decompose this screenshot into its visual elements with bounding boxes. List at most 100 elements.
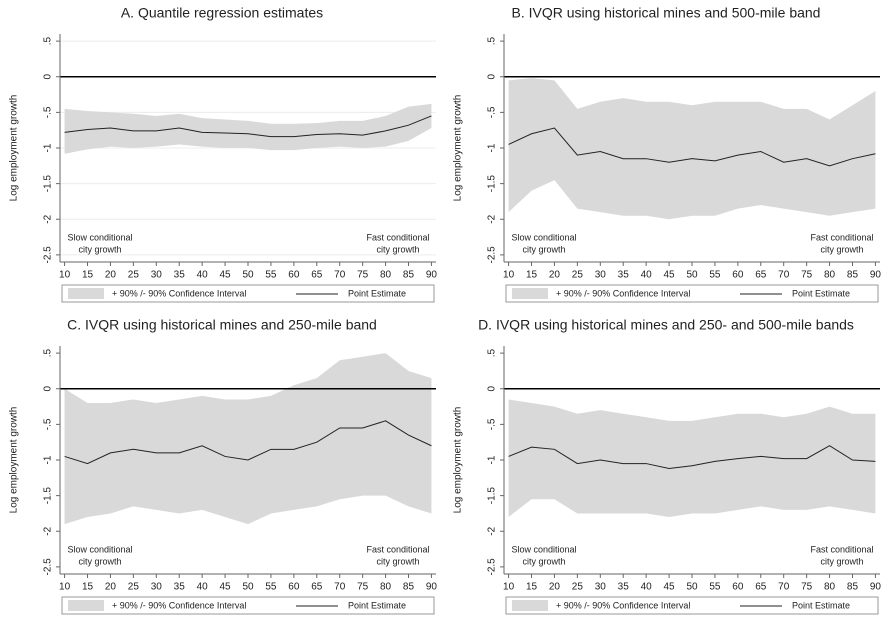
- panel: D. IVQR using historical mines and 250- …: [453, 317, 882, 615]
- x-tick-label: 15: [526, 582, 538, 593]
- x-tick-label: 10: [503, 582, 515, 593]
- x-tick-label: 45: [664, 270, 676, 281]
- x-tick-label: 60: [732, 582, 744, 593]
- confidence-band: [508, 78, 876, 220]
- y-tick-label: -2.5: [43, 246, 54, 264]
- x-tick-label: 55: [709, 582, 721, 593]
- x-tick-label: 40: [197, 582, 209, 593]
- legend-swatch: [512, 600, 548, 611]
- legend-label: + 90% /- 90% Confidence Interval: [112, 600, 246, 610]
- estimate-line: [508, 127, 876, 167]
- x-tick-label: 45: [664, 582, 676, 593]
- x-tick-label: 80: [824, 582, 836, 593]
- annotation: Slow conditional: [67, 232, 132, 242]
- y-tick-label: -2.5: [487, 246, 498, 264]
- x-tick-label: 85: [403, 270, 415, 281]
- x-tick-label: 60: [288, 582, 300, 593]
- annotation: Slow conditional: [511, 232, 576, 242]
- y-tick-label: -1: [43, 455, 54, 464]
- annotation: Fast conditional: [810, 232, 873, 242]
- x-tick-label: 20: [105, 270, 117, 281]
- legend-box: [505, 284, 879, 303]
- panel: A. Quantile regression estimates Log empl…: [9, 5, 438, 303]
- legend-label: Point Estimate: [348, 288, 406, 298]
- annotation: city growth: [522, 244, 565, 254]
- annotation: city growth: [522, 556, 565, 566]
- panel-title: A. Quantile regression estimates: [121, 5, 323, 21]
- x-tick-label: 30: [595, 582, 607, 593]
- x-tick-label: 90: [426, 270, 438, 281]
- y-tick-label: -1: [43, 143, 54, 152]
- legend-label: Point Estimate: [792, 600, 850, 610]
- annotation: Slow conditional: [511, 544, 576, 554]
- x-tick-label: 65: [755, 270, 767, 281]
- annotation: Slow conditional: [67, 544, 132, 554]
- legend-label: Point Estimate: [792, 288, 850, 298]
- x-tick-label: 70: [778, 270, 790, 281]
- panel: C. IVQR using historical mines and 250-m…: [9, 317, 438, 615]
- y-tick-label: -.5: [487, 106, 498, 118]
- x-tick-label: 10: [59, 270, 71, 281]
- x-tick-label: 25: [128, 270, 140, 281]
- x-tick-label: 30: [595, 270, 607, 281]
- x-tick-label: 50: [686, 270, 698, 281]
- annotation: city growth: [376, 556, 419, 566]
- x-tick-label: 75: [357, 582, 369, 593]
- x-tick-label: 10: [503, 270, 515, 281]
- x-tick-label: 70: [334, 270, 346, 281]
- x-tick-label: 65: [311, 270, 323, 281]
- x-tick-label: 90: [870, 270, 882, 281]
- y-axis-label: Log employment growth: [453, 95, 464, 202]
- legend-swatch: [68, 288, 104, 299]
- y-tick-label: -.5: [487, 418, 498, 430]
- annotation: Fast conditional: [366, 232, 429, 242]
- x-tick-label: 45: [220, 270, 232, 281]
- confidence-band: [64, 103, 432, 154]
- annotation: city growth: [820, 556, 863, 566]
- y-axis-label: Log employment growth: [9, 407, 20, 514]
- y-tick-label: -1.5: [43, 175, 54, 193]
- x-tick-label: 30: [151, 270, 163, 281]
- y-tick-label: -2: [43, 526, 54, 535]
- legend-box: [61, 596, 435, 615]
- x-tick-label: 85: [847, 270, 859, 281]
- estimate-line: [64, 420, 432, 465]
- annotation: Fast conditional: [366, 544, 429, 554]
- x-tick-label: 40: [641, 582, 653, 593]
- x-tick-label: 65: [311, 582, 323, 593]
- y-tick-label: .5: [487, 37, 498, 46]
- x-tick-label: 85: [403, 582, 415, 593]
- x-tick-label: 35: [174, 270, 186, 281]
- x-tick-label: 25: [572, 582, 584, 593]
- y-tick-label: -.5: [43, 418, 54, 430]
- panel-title: C. IVQR using historical mines and 250-m…: [67, 317, 377, 333]
- x-tick-label: 35: [618, 270, 630, 281]
- x-tick-label: 75: [801, 582, 813, 593]
- y-tick-label: .5: [43, 37, 54, 46]
- y-tick-label: -2: [487, 526, 498, 535]
- x-tick-label: 65: [755, 582, 767, 593]
- x-tick-label: 55: [265, 270, 277, 281]
- legend-swatch: [68, 600, 104, 611]
- y-axis-label: Log employment growth: [9, 95, 20, 202]
- x-tick-label: 25: [128, 582, 140, 593]
- y-tick-label: .5: [43, 349, 54, 358]
- legend-label: Point Estimate: [348, 600, 406, 610]
- x-tick-label: 50: [686, 582, 698, 593]
- y-tick-label: -2: [43, 214, 54, 223]
- y-axis-label: Log employment growth: [453, 407, 464, 514]
- x-tick-label: 55: [709, 270, 721, 281]
- x-tick-label: 90: [870, 582, 882, 593]
- x-tick-label: 50: [242, 582, 254, 593]
- legend-box: [505, 596, 879, 615]
- x-tick-label: 55: [265, 582, 277, 593]
- estimate-line: [64, 115, 432, 138]
- x-tick-label: 40: [197, 270, 209, 281]
- x-tick-label: 25: [572, 270, 584, 281]
- x-tick-label: 90: [426, 582, 438, 593]
- x-tick-label: 70: [334, 582, 346, 593]
- x-tick-label: 50: [242, 270, 254, 281]
- y-tick-label: -1.5: [487, 487, 498, 505]
- legend-label: + 90% /- 90% Confidence Interval: [112, 288, 246, 298]
